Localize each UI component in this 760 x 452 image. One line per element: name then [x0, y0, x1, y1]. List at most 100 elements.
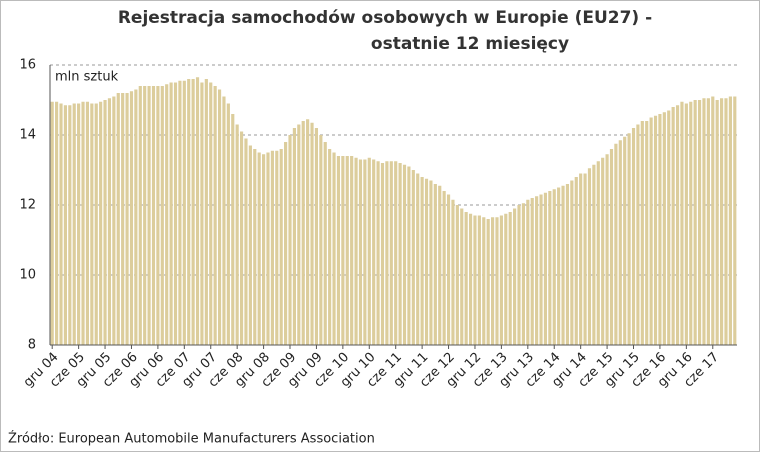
source: Źródło: European Automobile Manufacturer… — [8, 431, 375, 447]
bar — [301, 121, 305, 345]
bar — [416, 173, 420, 345]
bar — [627, 133, 631, 345]
bar — [266, 152, 270, 345]
bar — [645, 121, 649, 345]
bar — [134, 89, 138, 345]
y-tick-label: 12 — [19, 198, 36, 213]
bar — [257, 152, 261, 345]
bar — [222, 96, 226, 345]
bar — [508, 212, 512, 345]
bar — [473, 215, 477, 345]
bar — [570, 180, 574, 345]
bar — [363, 159, 367, 345]
bar — [671, 107, 675, 345]
bar — [521, 203, 525, 345]
bar — [336, 156, 341, 345]
bar — [486, 219, 490, 345]
bar — [367, 157, 371, 345]
bar — [446, 194, 451, 345]
bar — [535, 196, 539, 345]
bar — [350, 156, 354, 345]
chart-title: Rejestracja samochodów osobowych w Europ… — [118, 8, 652, 28]
bar — [618, 140, 622, 345]
bar — [552, 189, 556, 345]
bar — [204, 79, 208, 345]
bar — [328, 149, 332, 345]
bar — [574, 177, 578, 345]
bar — [121, 93, 125, 345]
bar — [345, 156, 349, 345]
bar — [129, 91, 134, 345]
bar — [733, 96, 737, 345]
bar — [438, 185, 442, 345]
bar — [90, 103, 94, 345]
bar — [288, 135, 292, 345]
bar — [275, 150, 279, 345]
bar — [491, 217, 495, 345]
bar — [667, 110, 671, 345]
bar — [99, 101, 103, 345]
y-tick-label: 10 — [19, 268, 36, 283]
bar — [107, 98, 112, 345]
bar — [310, 122, 314, 345]
bar — [513, 208, 517, 345]
bar — [504, 213, 508, 345]
bar — [455, 205, 459, 345]
bar — [231, 114, 235, 345]
bar — [658, 114, 662, 345]
bar — [173, 82, 178, 345]
bar — [165, 84, 169, 345]
bar — [262, 154, 266, 345]
bar — [675, 105, 680, 345]
bar — [565, 184, 570, 345]
bar — [711, 96, 715, 345]
bar — [442, 191, 446, 345]
bar — [235, 124, 239, 345]
bar — [270, 150, 274, 345]
bar — [605, 154, 609, 345]
bar — [85, 101, 90, 345]
bar — [601, 157, 605, 345]
bar — [81, 101, 85, 345]
bar — [59, 103, 63, 345]
bar — [468, 213, 473, 345]
bar — [433, 184, 437, 345]
bar — [279, 149, 283, 345]
bar — [354, 157, 358, 345]
bar — [191, 79, 195, 345]
bar — [539, 194, 543, 345]
bar — [169, 82, 173, 345]
bar — [332, 152, 336, 345]
bar — [706, 98, 710, 345]
bar — [649, 117, 653, 345]
bar — [297, 124, 301, 345]
bar — [728, 96, 732, 345]
bar — [609, 149, 614, 345]
y-tick-label: 14 — [19, 128, 36, 143]
bar — [460, 208, 464, 345]
bar — [253, 149, 257, 345]
bar — [323, 142, 327, 345]
bar — [195, 77, 200, 345]
bar — [284, 142, 288, 345]
bar — [380, 163, 385, 345]
bar — [112, 96, 116, 345]
bar — [561, 185, 565, 345]
bar — [217, 89, 222, 345]
bar — [640, 121, 644, 345]
bar — [596, 161, 600, 345]
bar — [103, 100, 107, 345]
bar — [724, 98, 728, 345]
bar — [72, 103, 76, 345]
bar — [464, 212, 468, 345]
bar — [200, 82, 204, 345]
bar — [499, 215, 503, 345]
bar — [143, 86, 147, 345]
bar — [697, 100, 702, 345]
bar — [557, 187, 561, 345]
bar — [385, 161, 389, 345]
bar — [187, 79, 191, 345]
bar — [394, 161, 398, 345]
